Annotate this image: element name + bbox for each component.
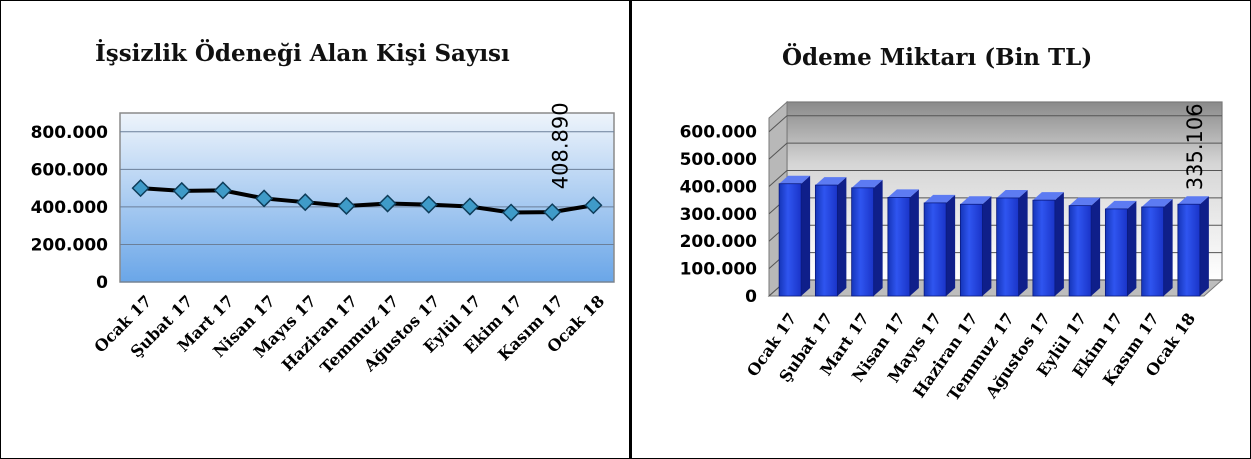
bar-side [982,196,992,296]
data-point [543,203,562,222]
data-label: 335.106 [1183,103,1207,190]
line-chart-panel: İşsizlik Ödeneği Alan Kişi Sayısı 800.00… [31,40,615,377]
bar [996,197,1020,297]
bar [778,183,802,297]
y-tick-label: 200.000 [31,235,109,255]
data-point [378,194,397,213]
bar [1068,205,1092,297]
bar-chart: 600.000 500.000 400.000 300.000 200.000 100.0… [680,100,1224,404]
y-tick-label: 0 [745,287,757,307]
data-point [255,189,274,208]
bar-top [887,189,919,198]
y-tick-label: 200.000 [680,232,758,252]
bar-chart-panel: Ödeme Miktarı (Bin TL) 600.000 500.000 400… [632,0,1251,459]
bar-side [1163,199,1173,296]
bar-top [960,196,992,205]
bar [1141,206,1165,297]
bar-top [779,175,811,184]
bar-top [815,177,847,186]
bar-side [1091,197,1101,296]
y-tick-label: 0 [96,273,108,293]
bar-top [996,189,1028,198]
y-tick-label: 800.000 [31,123,109,143]
y-tick-label: 400.000 [680,177,758,197]
data-point [296,193,315,212]
bar-side [873,179,883,296]
bar-side [1127,200,1137,296]
bar [851,187,875,297]
gridline [768,169,1222,187]
bar [959,203,983,297]
gridline [768,115,1222,133]
bar-top [924,194,956,203]
bar-chart-title: Ödeme Miktarı (Bin TL) [782,44,1093,71]
y-tick-label: 600.000 [31,160,109,180]
data-point [213,181,232,200]
bar-top [1069,197,1101,206]
y-tick-label: 500.000 [680,150,758,170]
bar-side [801,175,811,296]
panel-divider [629,0,632,459]
bar [814,184,838,297]
line-chart: 800.000600.000400.000200.0000408.890Ocak… [31,102,615,377]
bar-top [1177,196,1209,205]
bar [923,202,947,297]
data-point [337,196,356,216]
bar-side [1054,192,1064,296]
bar-side [837,177,847,296]
data-point [502,203,521,222]
y-tick-label: 100.000 [680,260,758,280]
plot-area [119,112,615,283]
bar-top [851,179,883,188]
data-point [172,181,191,200]
bar-side [909,189,919,296]
data-point [131,179,150,198]
data-point [419,195,438,214]
data-label: 408.890 [548,102,572,189]
y-tick-label: 600.000 [680,123,758,143]
bar-top [1141,199,1173,207]
bar-side [1199,196,1209,296]
bar [1104,208,1128,297]
y-tick-label: 400.000 [31,198,109,218]
bar-side [946,194,956,296]
bar-top [1105,200,1137,209]
bar [887,197,911,297]
data-point [584,196,603,215]
bar-top [1032,192,1064,201]
gridline [768,142,1222,160]
bar [1177,203,1201,297]
y-tick-label: 300.000 [680,205,758,225]
data-point [460,197,479,216]
line-chart-title: İşsizlik Ödeneği Alan Kişi Sayısı [95,40,510,67]
bar-side [1018,189,1028,296]
bar [1032,199,1056,297]
